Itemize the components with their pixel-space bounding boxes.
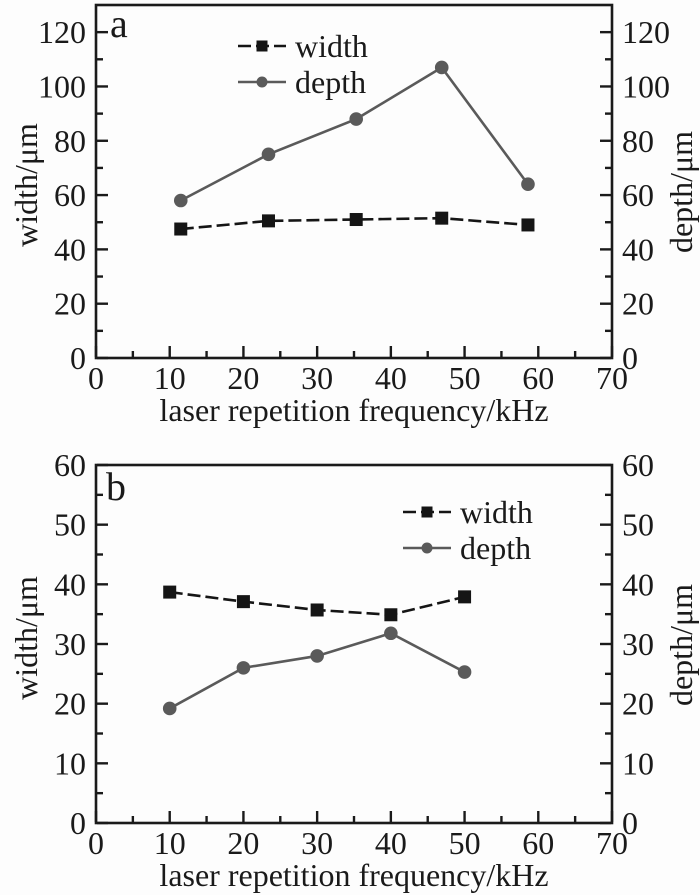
x-tick-label: 60 xyxy=(522,825,554,861)
y-tick-label-right: 50 xyxy=(622,507,654,543)
width-series-key-icon xyxy=(238,40,286,52)
y-tick-label-right: 80 xyxy=(622,123,654,159)
legend-label-depth: depth xyxy=(460,530,532,566)
legend-label-width: width xyxy=(295,28,368,64)
x-tick-label: 60 xyxy=(522,360,554,396)
x-axis-title-b: laser repetition frequency/kHz xyxy=(159,857,549,893)
legend-item-depth: depth xyxy=(402,532,533,564)
x-tick-label: 0 xyxy=(88,825,104,861)
depth-marker xyxy=(349,112,364,126)
width-marker xyxy=(236,595,250,609)
x-tick-label: 0 xyxy=(88,360,104,396)
y-tick-label-right: 40 xyxy=(622,566,654,602)
y-tick-label-left: 80 xyxy=(54,123,86,159)
x-tick-label: 40 xyxy=(375,360,407,396)
y-tick-label-right: 10 xyxy=(622,745,654,781)
legend-panel-b: width depth xyxy=(402,496,533,564)
y-tick-label-right: 20 xyxy=(622,286,654,322)
x-tick-label: 10 xyxy=(154,825,186,861)
y-tick-label-left: 40 xyxy=(54,231,86,267)
y-tick-label-right: 20 xyxy=(622,686,654,722)
y-tick-label-right: 30 xyxy=(622,626,654,662)
y-axis-title-left-b: width/μm xyxy=(8,576,44,700)
x-tick-label: 40 xyxy=(375,825,407,861)
depth-series-key-icon xyxy=(403,542,451,554)
y-tick-label-right: 120 xyxy=(622,14,670,50)
y-tick-label-left: 100 xyxy=(38,68,86,104)
depth-marker xyxy=(384,626,398,641)
width-series-line xyxy=(180,216,529,231)
depth-series-line xyxy=(169,631,466,710)
depth-marker xyxy=(173,193,188,208)
legend-item-width: width xyxy=(237,30,368,62)
plot-border xyxy=(94,463,614,825)
width-series-key-icon xyxy=(403,506,451,518)
y-axis-title-left-a: width/μm xyxy=(8,123,44,247)
y-tick-label-right: 40 xyxy=(622,231,654,267)
x-tick-label: 20 xyxy=(227,825,259,861)
y-tick-label-left: 0 xyxy=(70,340,86,376)
y-tick-label-right: 60 xyxy=(622,177,654,213)
x-tick-label: 10 xyxy=(154,360,186,396)
x-tick-label: 70 xyxy=(596,360,628,396)
depth-marker xyxy=(521,177,535,192)
plot-border xyxy=(94,3,614,360)
depth-marker xyxy=(236,661,251,675)
width-marker xyxy=(261,214,275,228)
y-axis-title-right-b: depth/μm xyxy=(663,583,699,707)
x-tick-label: 70 xyxy=(596,825,628,861)
width-marker xyxy=(435,211,449,225)
y-tick-label-left: 120 xyxy=(38,14,86,50)
width-marker xyxy=(310,603,324,617)
y-tick-label-right: 0 xyxy=(622,805,638,841)
y-tick-label-left: 10 xyxy=(54,745,86,781)
depth-marker xyxy=(162,701,177,716)
x-axis-title-a: laser repetition frequency/kHz xyxy=(159,392,549,428)
width-marker xyxy=(174,222,188,236)
y-tick-label-left: 60 xyxy=(54,177,86,213)
x-tick-label: 20 xyxy=(227,360,259,396)
panel-a-letter: a xyxy=(110,1,128,46)
depth-marker xyxy=(261,147,276,162)
width-marker xyxy=(521,218,535,232)
y-tick-label-left: 20 xyxy=(54,286,86,322)
y-tick-label-left: 60 xyxy=(54,447,86,483)
legend-label-width: width xyxy=(460,494,533,530)
width-marker xyxy=(349,213,363,227)
y-tick-label-left: 50 xyxy=(54,507,86,543)
y-tick-label-right: 100 xyxy=(622,68,670,104)
width-marker xyxy=(384,608,398,622)
y-tick-label-left: 30 xyxy=(54,626,86,662)
depth-series-key-icon xyxy=(238,76,286,88)
y-tick-label-left: 40 xyxy=(54,566,86,602)
x-tick-label: 50 xyxy=(449,825,481,861)
y-tick-label-right: 0 xyxy=(622,340,638,376)
width-marker xyxy=(458,590,472,604)
legend-item-depth: depth xyxy=(237,66,368,98)
x-tick-label: 30 xyxy=(301,360,333,396)
legend-panel-a: width depth xyxy=(237,30,368,98)
y-tick-label-right: 60 xyxy=(622,447,654,483)
legend-item-width: width xyxy=(402,496,533,528)
width-marker xyxy=(163,585,177,599)
depth-marker xyxy=(457,665,472,679)
x-tick-label: 30 xyxy=(301,825,333,861)
y-tick-label-left: 20 xyxy=(54,686,86,722)
y-axis-title-right-a: depth/μm xyxy=(663,130,699,254)
depth-marker xyxy=(310,649,324,663)
legend-label-depth: depth xyxy=(295,64,367,100)
x-tick-label: 50 xyxy=(449,360,481,396)
y-tick-label-left: 0 xyxy=(70,805,86,841)
panel-b-letter: b xyxy=(106,464,126,509)
depth-marker xyxy=(434,60,449,75)
